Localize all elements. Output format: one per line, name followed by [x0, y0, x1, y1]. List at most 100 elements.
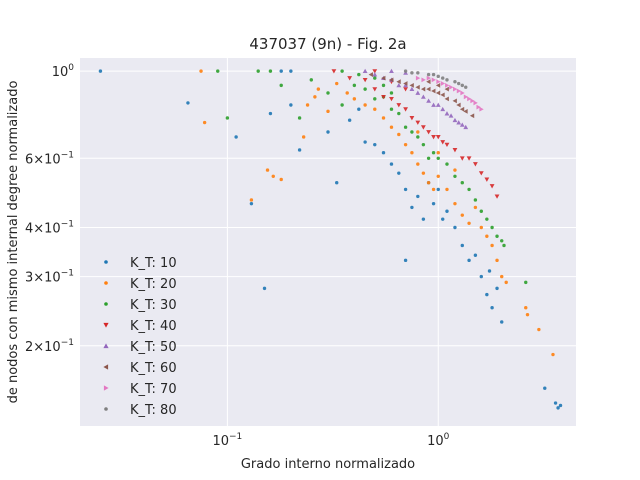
data-point — [436, 151, 440, 155]
legend-label: K_T: 50 — [130, 340, 177, 355]
data-point — [403, 69, 408, 73]
data-point — [445, 82, 450, 88]
data-point — [421, 77, 426, 83]
legend-marker — [104, 407, 108, 411]
data-point — [485, 292, 489, 297]
data-point — [495, 286, 499, 291]
data-point — [381, 94, 386, 100]
data-point — [472, 162, 478, 167]
data-point — [431, 201, 436, 206]
data-point — [416, 194, 420, 199]
data-point — [326, 91, 330, 95]
legend-label: K_T: 40 — [130, 319, 177, 334]
data-point — [431, 77, 436, 83]
data-point — [426, 181, 431, 185]
data-point — [403, 82, 408, 88]
data-point — [256, 69, 260, 73]
data-point — [403, 125, 408, 129]
data-point — [381, 151, 386, 155]
data-point — [389, 96, 394, 102]
data-point — [403, 142, 408, 147]
data-point — [373, 76, 377, 80]
legend-marker — [103, 343, 109, 349]
data-point — [335, 181, 339, 185]
data-point — [449, 84, 454, 90]
data-point — [410, 71, 414, 75]
data-point — [415, 90, 421, 95]
data-point — [500, 320, 504, 324]
x-tick-label: 100 — [427, 432, 450, 449]
data-point — [456, 88, 462, 94]
data-point — [389, 125, 394, 129]
data-point — [456, 102, 461, 108]
data-point — [436, 187, 440, 192]
data-point — [485, 234, 489, 238]
data-point — [452, 98, 457, 104]
data-point — [389, 162, 394, 166]
data-point — [335, 81, 339, 86]
y-axis-label: de nodos con mismo internal degree norma… — [6, 81, 21, 404]
data-point — [436, 74, 440, 79]
legend-marker — [103, 385, 109, 391]
data-point — [470, 98, 475, 104]
data-point — [553, 401, 558, 405]
data-point — [524, 280, 528, 285]
data-point — [460, 90, 465, 96]
data-point — [326, 130, 330, 134]
data-point — [435, 90, 441, 96]
data-point — [421, 217, 426, 221]
data-point — [279, 83, 283, 88]
series-k-t-70 — [415, 75, 484, 112]
data-point — [389, 68, 394, 74]
data-point — [495, 258, 499, 263]
data-point — [487, 269, 492, 273]
legend-item: K_T: 70 — [103, 382, 177, 397]
data-point — [453, 201, 457, 206]
data-point — [403, 87, 408, 92]
data-point — [225, 116, 230, 120]
data-point — [98, 69, 103, 73]
data-point — [416, 71, 420, 75]
data-point — [363, 103, 367, 107]
data-point — [551, 352, 555, 357]
legend-label: K_T: 70 — [130, 382, 177, 397]
legend-item: K_T: 60 — [103, 361, 177, 376]
data-point — [426, 86, 431, 92]
data-point — [265, 168, 270, 172]
data-point — [362, 68, 368, 74]
legend-marker — [103, 322, 109, 328]
data-point — [409, 86, 415, 92]
data-point — [416, 135, 420, 139]
data-point — [473, 100, 478, 106]
data-point — [297, 148, 302, 152]
data-point — [456, 81, 461, 86]
data-point — [484, 177, 490, 182]
data-point — [440, 106, 446, 112]
data-point — [362, 77, 368, 83]
data-point — [216, 69, 220, 73]
chart-title: 437037 (9n) - Fig. 2a — [249, 35, 406, 53]
data-point — [397, 171, 401, 175]
data-point — [453, 86, 458, 92]
data-point — [352, 83, 357, 88]
data-point — [403, 187, 408, 192]
data-point — [289, 103, 293, 107]
data-point — [420, 125, 426, 130]
data-point — [500, 274, 504, 279]
legend-item: K_T: 50 — [103, 340, 177, 355]
legend-marker — [104, 260, 108, 264]
data-point — [431, 102, 436, 107]
data-point — [372, 87, 378, 92]
data-point — [410, 130, 414, 134]
data-point — [249, 198, 254, 202]
legend-marker — [103, 364, 109, 370]
data-point — [460, 243, 464, 248]
plot-background — [80, 58, 576, 426]
legend-item: K_T: 40 — [103, 319, 177, 334]
data-point — [524, 306, 528, 310]
data-point — [305, 103, 310, 107]
data-point — [459, 106, 465, 112]
data-point — [363, 140, 367, 144]
data-point — [202, 120, 207, 125]
data-point — [389, 107, 394, 111]
